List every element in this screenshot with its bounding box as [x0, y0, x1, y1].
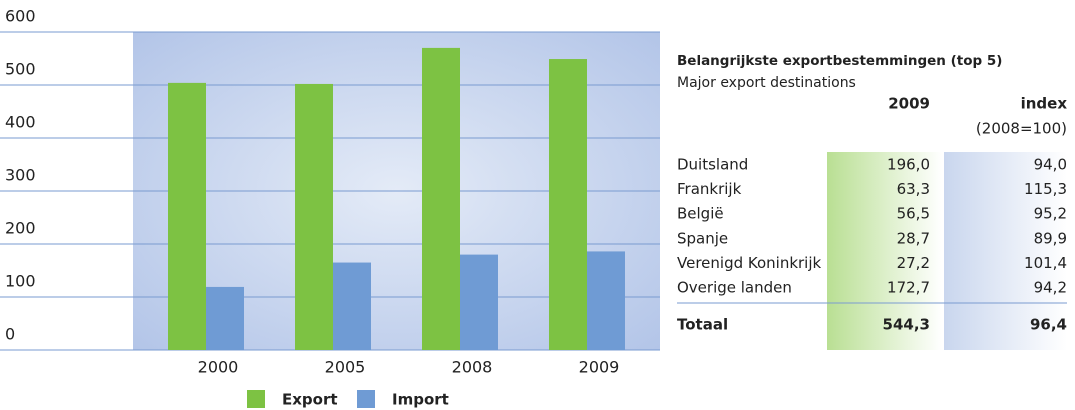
y-tick-label: 0 [5, 325, 15, 344]
cell: 115,3 [1024, 180, 1067, 198]
row-label: België [677, 205, 724, 223]
cell: 94,0 [1034, 156, 1067, 174]
bar [206, 286, 244, 350]
row-label: Verenigd Koninkrijk [677, 254, 822, 272]
column-header: index [1021, 95, 1068, 113]
row-label: Overige landen [677, 279, 792, 297]
total-cell: 544,3 [883, 316, 930, 334]
column-header: 2009 [888, 95, 930, 113]
total-cell: 96,4 [1030, 316, 1067, 334]
y-tick-label: 400 [5, 113, 36, 132]
x-tick-label: 2000 [198, 358, 239, 377]
bar [549, 59, 587, 350]
row-label: Duitsland [677, 156, 748, 174]
row-label: Frankrijk [677, 180, 742, 198]
table-title: Belangrijkste exportbestemmingen (top 5) [677, 53, 1002, 69]
column-subheader: (2008=100) [976, 120, 1067, 138]
y-tick-label: 600 [5, 7, 36, 26]
y-tick-label: 100 [5, 272, 36, 291]
bar [422, 47, 460, 351]
x-tick-label: 2005 [325, 358, 366, 377]
bar [587, 251, 625, 350]
legend-swatch [357, 390, 375, 408]
x-tick-label: 2008 [452, 358, 493, 377]
bar [333, 262, 371, 350]
legend-swatch [247, 390, 265, 408]
total-label: Totaal [677, 316, 728, 334]
table-subtitle: Major export destinations [677, 75, 856, 91]
cell: 56,5 [897, 205, 930, 223]
legend-label: Import [392, 391, 449, 409]
bar [460, 254, 498, 350]
bar [295, 83, 333, 350]
cell: 89,9 [1034, 229, 1067, 247]
bar [168, 82, 206, 350]
cell: 196,0 [887, 156, 930, 174]
cell: 95,2 [1034, 205, 1067, 223]
column-shade [944, 152, 1067, 350]
cell: 28,7 [897, 229, 930, 247]
row-label: Spanje [677, 229, 728, 247]
x-tick-label: 2009 [579, 358, 620, 377]
cell: 63,3 [897, 180, 930, 198]
cell: 172,7 [887, 279, 930, 297]
column-shade [827, 152, 942, 350]
y-tick-label: 200 [5, 219, 36, 238]
y-tick-label: 300 [5, 166, 36, 185]
y-tick-label: 500 [5, 60, 36, 79]
cell: 101,4 [1024, 254, 1067, 272]
cell: 94,2 [1034, 279, 1067, 297]
cell: 27,2 [897, 254, 930, 272]
legend-label: Export [282, 391, 338, 409]
